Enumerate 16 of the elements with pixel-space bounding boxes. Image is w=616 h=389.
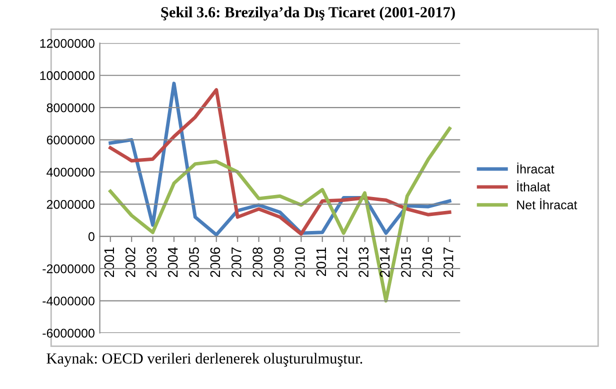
y-tick-label: 2000000 [46,200,94,209]
y-tick-label: 8000000 [46,103,94,112]
text: Kaynak: OECD verileri derlenerek oluşturulmuştur. [46,352,362,367]
y-tick-label: -4000000 [42,296,94,306]
y-tick-label: 12000000 [40,38,94,48]
legend-label: Net İhracat [517,198,578,210]
legend-label: İhracat [517,162,554,174]
y-tick-label: -6000000 [42,328,94,338]
chart-title: Şekil 3.6: Brezilya’da Dış Ticaret (2001-2017) [161,6,455,21]
y-tick-label: -2000000 [42,264,94,274]
legend-label: İthalat [517,180,550,192]
y-tick-label: 6000000 [46,136,94,144]
x-tick-label: 2011 [316,247,326,276]
y-tick-label: 0 [88,232,94,242]
y-tick-label: 4000000 [46,168,94,177]
y-tick-label: 10000000 [40,71,94,80]
